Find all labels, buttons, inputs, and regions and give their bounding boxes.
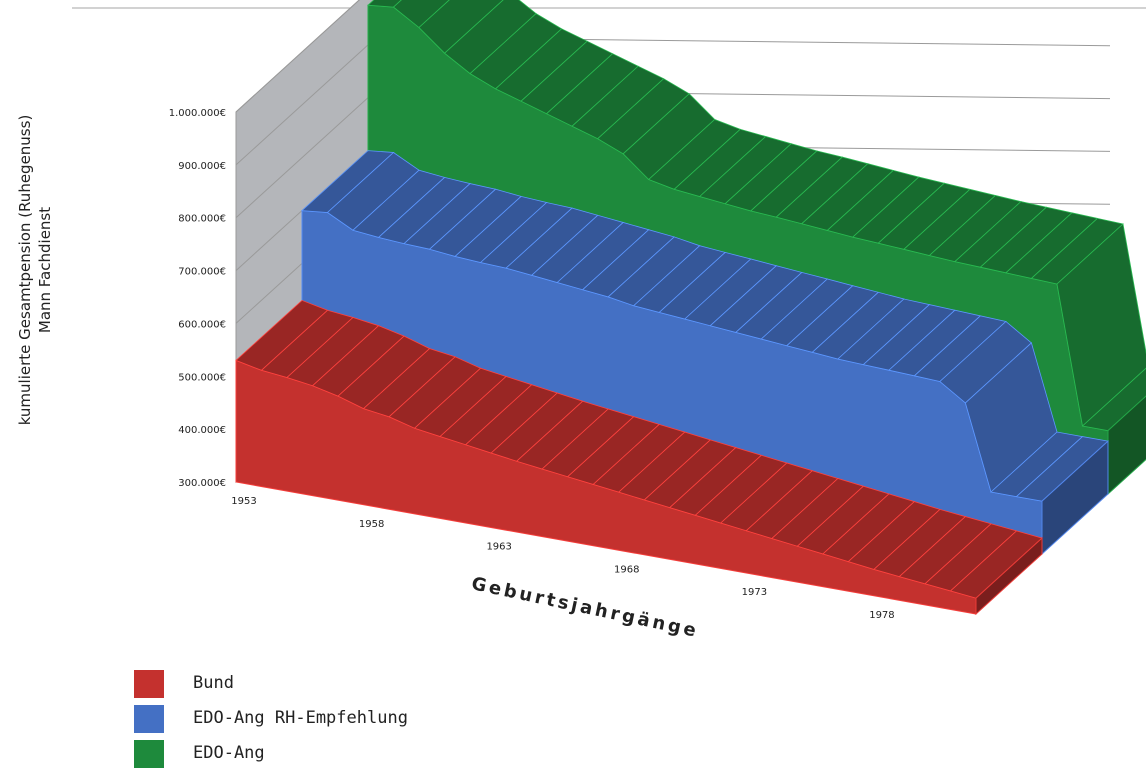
y-axis-title-line2: Mann Fachdienst [36,207,54,333]
legend-label-edo-ang-rh: EDO-Ang RH-Empfehlung [193,708,408,728]
y-tick-label: 700.000€ [178,267,226,278]
gridline [235,0,360,113]
series-top-segment [367,0,402,8]
y-tick-label: 800.000€ [178,214,226,225]
y-axis-title-line1: kumulierte Gesamtpension (Ruhegenuss) [16,115,34,426]
x-tick-label: 1963 [486,542,511,553]
y-tick-label: 1.000.000€ [169,108,226,119]
series-bund [235,299,1043,616]
y-tick-label: 300.000€ [178,478,226,489]
series-top-segment [392,0,450,29]
series-end-cap [975,536,1043,616]
y-tick-label: 600.000€ [178,319,226,330]
legend-swatch-edo-ang-rh [134,705,164,733]
x-tick-label: 1953 [231,496,256,507]
series-top-segment [1081,367,1146,432]
legend-label-bund: Bund [193,673,234,693]
series-top-segment [1056,223,1146,427]
y-tick-label: 400.000€ [178,425,226,436]
y-tick-label: 500.000€ [178,372,226,383]
series-end-cap [1041,439,1109,556]
legend-label-edo-ang: EDO-Ang [193,743,265,763]
x-axis-title: Geburtsjahrgänge [470,573,701,642]
x-tick-label: 1978 [869,610,894,621]
legend-swatch-bund [134,670,164,698]
gridline [235,0,419,166]
x-tick-label: 1958 [359,519,384,530]
series-edo-ang-rh-empfehlung [301,150,1109,556]
legend-swatch-edo-ang [134,740,164,768]
series-top-segment [418,0,504,54]
x-tick-label: 1973 [742,587,767,598]
y-tick-label: 900.000€ [178,161,226,172]
x-tick-label: 1968 [614,564,639,575]
